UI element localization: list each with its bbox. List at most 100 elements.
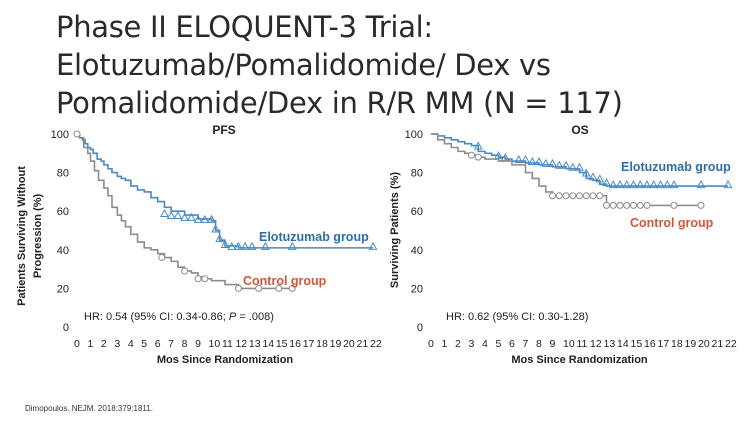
slide-title: Phase II ELOQUENT-3 Trial: Elotuzumab/Po…	[56, 8, 746, 122]
elotuzumab-censor-mark	[635, 180, 645, 189]
elotuzumab-censor-mark	[656, 180, 665, 189]
x-tick-label: 3	[469, 338, 475, 350]
slide-title-line-1: Phase II ELOQUENT-3 Trial:	[56, 10, 433, 44]
control-censor-mark	[234, 284, 242, 292]
elotuzumab-censor-mark	[575, 162, 584, 171]
x-tick-label: 10	[563, 338, 575, 350]
x-tick-label: 13	[604, 338, 616, 350]
x-tick-label: 13	[249, 338, 261, 350]
x-tick-label: 19	[685, 338, 697, 350]
x-tick-label: 18	[671, 338, 683, 350]
x-tick-label: 7	[168, 338, 174, 350]
x-tick-label: 5	[141, 338, 147, 350]
x-tick-label: 20	[698, 338, 710, 350]
y-tick-label: 80	[411, 168, 423, 180]
x-tick-label: 7	[523, 338, 529, 350]
elotuzumab-censor-mark	[561, 160, 571, 169]
x-tick-label: 2	[455, 338, 461, 350]
control-censor-mark	[158, 254, 166, 262]
elotuzumab-censor-mark	[602, 178, 611, 187]
x-tick-label: 22	[370, 338, 382, 350]
x-tick-label: 4	[482, 338, 488, 350]
control-censor-mark	[288, 284, 296, 292]
control-censor-mark	[569, 192, 577, 200]
x-tick-label: 2	[101, 338, 107, 350]
elotuzumab-censor-mark	[521, 154, 530, 164]
x-tick-label: 21	[712, 338, 724, 350]
x-axis-label: Mos Since Randomization	[157, 354, 294, 366]
elotuzumab-censor-mark	[669, 180, 679, 189]
control-censor-mark	[576, 192, 583, 200]
x-tick-label: 10	[209, 338, 221, 350]
control-censor-mark	[255, 284, 263, 292]
x-tick-label: 1	[442, 338, 448, 350]
x-tick-label: 17	[658, 338, 670, 350]
control-censor-mark	[589, 192, 597, 200]
elotuzumab-censor-mark	[554, 160, 564, 169]
elotuzumab-legend-label: Elotuzumab group	[621, 160, 731, 174]
x-tick-label: 14	[262, 338, 274, 350]
elotuzumab-censor-mark	[211, 224, 221, 233]
chart-title: OS	[571, 123, 588, 137]
x-tick-label: 12	[590, 338, 602, 350]
control-censor-mark	[596, 192, 604, 200]
y-axis-label: Progression (%)	[32, 193, 44, 278]
x-tick-label: 18	[316, 338, 328, 350]
elotuzumab-censor-mark	[608, 180, 618, 189]
y-tick-label: 0	[63, 322, 69, 334]
control-censor-mark	[630, 201, 637, 209]
y-tick-label: 100	[405, 129, 423, 141]
control-censor-mark	[549, 192, 556, 200]
x-tick-label: 9	[195, 338, 201, 350]
control-censor-mark	[555, 192, 563, 200]
elotuzumab-censor-mark	[240, 241, 250, 250]
elotuzumab-curve	[431, 133, 728, 187]
control-censor-mark	[275, 284, 283, 292]
hazard-ratio-annotation: HR: 0.62 (95% CI: 0.30-1.28)	[446, 311, 588, 323]
y-tick-label: 80	[57, 168, 69, 180]
elotuzumab-censor-mark	[615, 180, 625, 189]
x-tick-label: 11	[577, 338, 588, 350]
elotuzumab-censor-mark	[629, 180, 638, 189]
elotuzumab-censor-mark	[247, 241, 257, 250]
control-censor-mark	[181, 267, 189, 275]
x-tick-label: 22	[725, 338, 737, 350]
control-censor-mark	[623, 201, 631, 209]
elotuzumab-censor-mark	[649, 180, 659, 189]
slide-title-line-3: Pomalidomide/Dex in R/R MM (N = 117)	[56, 86, 623, 120]
y-tick-label: 60	[411, 206, 423, 218]
x-tick-label: 11	[222, 338, 233, 350]
y-axis-label: Patients Surviving Without	[16, 166, 28, 306]
control-censor-mark	[582, 192, 590, 200]
x-tick-label: 12	[235, 338, 247, 350]
elotuzumab-censor-mark	[368, 241, 378, 250]
y-tick-label: 60	[57, 206, 69, 218]
x-tick-label: 9	[550, 338, 556, 350]
y-tick-label: 100	[51, 129, 69, 141]
x-tick-label: 14	[617, 338, 629, 350]
elotuzumab-censor-mark	[227, 241, 237, 250]
elotuzumab-censor-mark	[193, 214, 203, 223]
x-tick-label: 0	[428, 338, 434, 350]
y-axis-label: Surviving Patients (%)	[389, 172, 401, 288]
x-tick-label: 3	[114, 338, 120, 350]
elotuzumab-censor-mark	[260, 241, 270, 250]
elotuzumab-censor-mark	[527, 156, 537, 165]
elotuzumab-censor-mark	[581, 168, 591, 177]
elotuzumab-censor-mark	[534, 156, 544, 165]
slide-title-line-2: Elotuzumab/Pomalidomide/ Dex vs	[56, 48, 551, 82]
elotuzumab-censor-mark	[662, 180, 672, 189]
control-censor-mark	[474, 153, 482, 161]
elotuzumab-censor-mark	[186, 212, 196, 221]
reference-citation: Dimopoulos. NEJM. 2018;379:1811.	[25, 404, 153, 413]
y-tick-label: 40	[57, 245, 69, 257]
x-axis-label: Mos Since Randomization	[511, 354, 648, 366]
elotuzumab-censor-mark	[215, 234, 225, 243]
elotuzumab-censor-mark	[588, 172, 598, 181]
x-tick-label: 6	[509, 338, 515, 350]
y-tick-label: 0	[417, 322, 423, 334]
elotuzumab-censor-mark	[234, 241, 243, 250]
elotuzumab-censor-mark	[622, 180, 632, 189]
